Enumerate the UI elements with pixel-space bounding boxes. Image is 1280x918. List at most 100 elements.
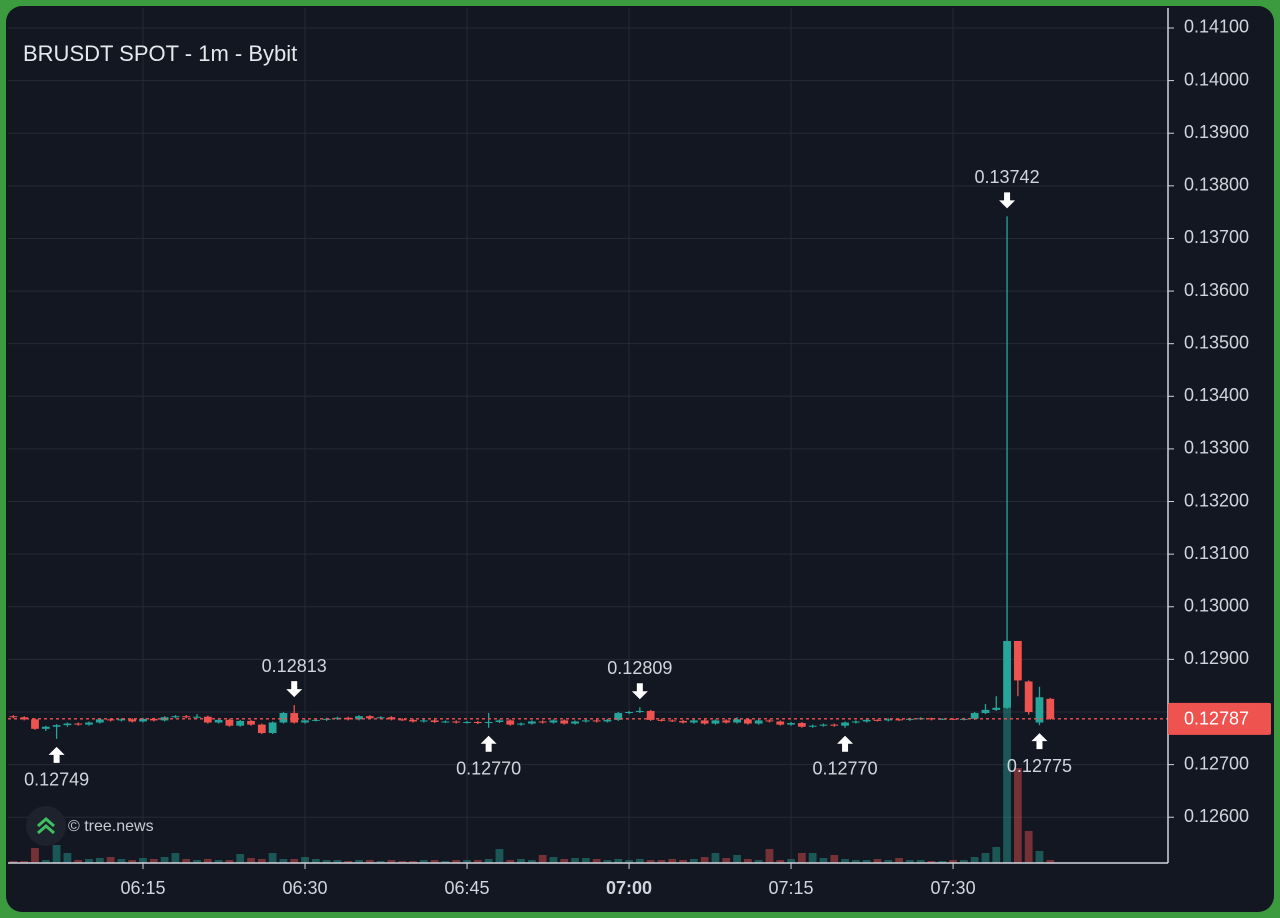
- candle-body: [452, 721, 461, 723]
- volume-bar: [787, 859, 795, 863]
- volume-bar: [322, 860, 331, 863]
- volume-bar: [949, 860, 957, 863]
- candle-body: [268, 722, 277, 734]
- candle-body: [754, 720, 763, 724]
- candle-body: [938, 718, 947, 720]
- annotation-arrow: [999, 192, 1016, 209]
- candle-body: [139, 718, 147, 722]
- candle-body: [365, 716, 374, 719]
- volume-bar: [884, 860, 893, 863]
- candle-body: [668, 720, 677, 722]
- candle-body: [430, 720, 439, 722]
- volume-bar: [31, 848, 39, 863]
- volume-bar: [9, 861, 18, 863]
- volume-bar: [625, 860, 633, 863]
- candle-body: [679, 720, 687, 723]
- candle-body: [560, 720, 569, 724]
- annotation-label: 0.12813: [262, 656, 327, 676]
- volume-bar: [754, 860, 763, 863]
- volume-bar: [419, 860, 428, 863]
- candle-body: [20, 717, 29, 720]
- watermark-logo: [26, 806, 66, 846]
- plot-area: [8, 216, 1168, 739]
- candle-body: [1046, 698, 1055, 719]
- volume-bar: [1046, 860, 1055, 863]
- volume-bar: [711, 853, 720, 863]
- volume-bar: [193, 860, 201, 863]
- volume-bar: [916, 860, 925, 863]
- candle-body: [495, 720, 504, 722]
- volume-layer: [9, 703, 1055, 863]
- annotation: 0.12775: [1007, 733, 1072, 776]
- candle-body: [41, 726, 50, 729]
- volume-bar: [495, 849, 504, 863]
- volume-bar: [106, 857, 115, 863]
- y-tick-label: 0.13000: [1184, 596, 1249, 616]
- x-tick-label: 07:30: [931, 878, 976, 898]
- candle-body: [182, 716, 191, 718]
- candle-body: [203, 716, 212, 723]
- annotation-arrow: [480, 735, 497, 752]
- candle-body: [387, 717, 396, 720]
- candle-body: [538, 721, 547, 723]
- volume-bar: [214, 860, 223, 863]
- volume-bar: [63, 853, 72, 863]
- volume-bar: [236, 854, 245, 863]
- candle-body: [625, 711, 633, 714]
- candle-body: [52, 725, 61, 727]
- grid: [8, 8, 1168, 863]
- candle-body: [63, 723, 72, 726]
- volume-bar: [679, 860, 687, 863]
- candle-body: [819, 724, 828, 726]
- x-tick-label: 07:00: [606, 878, 652, 898]
- candle-body: [614, 713, 623, 720]
- volume-bar: [722, 858, 731, 863]
- candle-body: [9, 716, 18, 718]
- last-price-box: [1168, 702, 1271, 735]
- candle-body: [743, 719, 752, 724]
- candle-body: [949, 718, 957, 720]
- candle-body: [841, 722, 849, 726]
- volume-bar: [851, 860, 860, 863]
- candle-body: [884, 719, 893, 721]
- candle-body: [797, 723, 806, 727]
- volume-bar: [355, 860, 363, 863]
- candle-body: [257, 724, 266, 734]
- volume-bar: [603, 860, 612, 863]
- candle-body: [236, 720, 245, 726]
- volume-bar: [257, 859, 266, 863]
- x-tick-label: 07:15: [769, 878, 814, 898]
- volume-bar: [668, 859, 677, 863]
- candle-body: [398, 719, 407, 721]
- candle-body: [1013, 640, 1022, 681]
- volume-bar: [970, 857, 979, 863]
- volume-bar: [203, 859, 212, 863]
- y-tick-label: 0.13400: [1184, 385, 1249, 405]
- volume-bar: [365, 860, 374, 863]
- panel: [6, 6, 1274, 912]
- volume-bar: [862, 860, 871, 863]
- annotation-label: 0.12770: [813, 759, 878, 779]
- volume-bar: [279, 859, 288, 863]
- volume-bar: [635, 859, 644, 863]
- candle-body: [765, 720, 774, 722]
- volume-bar: [689, 859, 698, 863]
- y-tick-label: 0.13700: [1184, 227, 1249, 247]
- volume-bar: [344, 861, 353, 863]
- annotation-label: 0.12775: [1007, 756, 1072, 776]
- candle-body: [776, 721, 785, 725]
- annotation: 0.12813: [262, 656, 327, 698]
- volume-bar: [290, 859, 299, 863]
- x-tick-label: 06:30: [282, 878, 327, 898]
- volume-bar: [247, 858, 255, 863]
- volume-bar: [301, 857, 309, 863]
- y-tick-label: 0.13100: [1184, 543, 1249, 563]
- volume-bar: [463, 860, 471, 863]
- volume-bar: [387, 860, 396, 863]
- candle-body: [128, 719, 137, 722]
- volume-bar: [560, 859, 569, 863]
- annotation: 0.12770: [456, 735, 521, 779]
- annotation-label: 0.12770: [456, 759, 521, 779]
- volume-bar: [117, 859, 126, 863]
